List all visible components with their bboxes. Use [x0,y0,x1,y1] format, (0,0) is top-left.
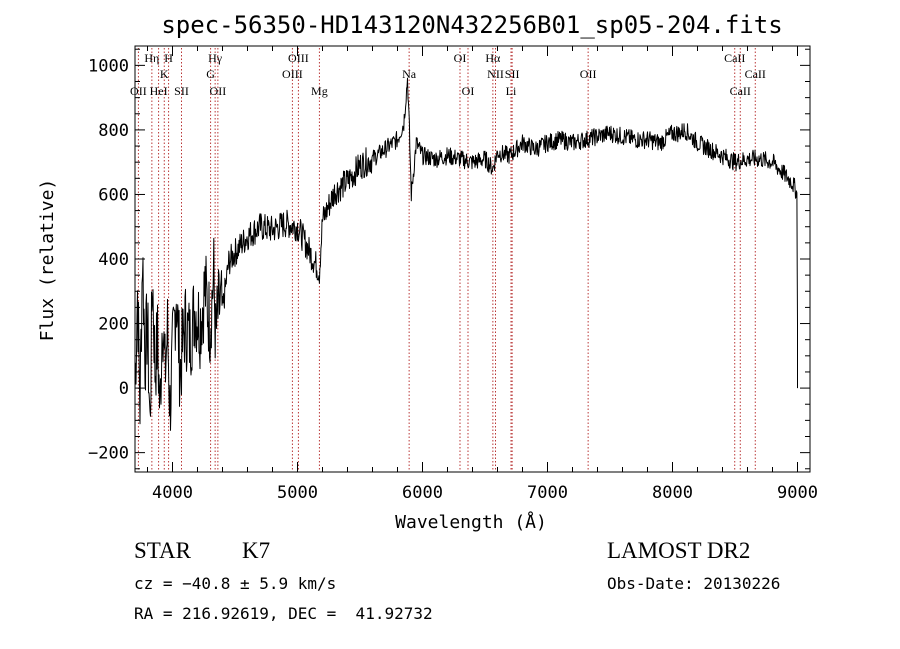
marker-label-1: Hη [144,51,159,65]
marker-label-2: HeI [150,84,168,98]
marker-label-13: OI [454,51,467,65]
y-tick-label-4: 600 [98,185,129,205]
survey-name: LAMOST DR2 [607,538,751,563]
object-class: STAR [134,538,191,563]
marker-label-11: Mg [311,84,328,98]
marker-label-9: OIII [288,51,309,65]
marker-label-0: OII [130,84,147,98]
marker-label-22: CaII [745,67,766,81]
marker-label-12: Na [402,67,417,81]
marker-label-7: G [206,67,215,81]
spectrum-chart: spec-56350-HD143120N432256B01_sp05-204.f… [37,11,818,533]
y-tick-label-6: 1000 [88,56,129,76]
marker-label-14: OI [462,84,475,98]
x-tick-label-4: 8000 [652,483,693,503]
chart-title: spec-56350-HD143120N432256B01_sp05-204.f… [161,11,782,39]
marker-label-4: H [164,51,173,65]
x-axis-label: Wavelength (Å) [395,511,547,533]
marker-label-16: NII [487,67,504,81]
emission-line-markers: OII Hη HeI KH SII Hγ G OII OIII OIII Mg Na OI OI Hα NII… [130,48,766,472]
redshift-text: cz = −40.8 ± 5.9 km/s [134,574,337,593]
marker-label-15: Hα [485,51,501,65]
marker-label-3: K [160,67,169,81]
marker-label-17: SII [505,67,520,81]
x-tick-label-3: 7000 [527,483,568,503]
y-tick-label-1: 0 [119,379,129,399]
marker-label-10: OIII [282,67,303,81]
y-tick-label-0: −200 [88,444,129,464]
x-tick-label-2: 6000 [402,483,443,503]
object-subclass: K7 [242,538,271,563]
marker-label-19: OII [580,67,597,81]
spectrum-line [134,77,798,431]
marker-label-20: CaII [724,51,745,65]
y-tick-label-5: 800 [98,121,129,141]
y-tick-label-2: 200 [98,315,129,335]
marker-label-6: Hγ [208,51,223,65]
y-axis-label: Flux (relative) [37,179,58,342]
obs-date: Obs-Date: 20130226 [607,574,781,593]
marker-label-5: SII [174,84,189,98]
y-tick-label-3: 400 [98,250,129,270]
x-tick-label-0: 4000 [152,483,193,503]
coordinates-text: RA = 216.92619, DEC = 41.92732 [134,604,433,623]
series-layer [134,77,798,431]
marker-label-21: CaII [730,84,751,98]
x-tick-label-1: 5000 [277,483,318,503]
x-tick-label-5: 9000 [777,483,818,503]
marker-label-8: OII [210,84,227,98]
marker-label-18: Li [506,84,517,98]
axis-ticks: 4000 5000 6000 7000 8000 9000 −200 0 200 400 600 80… [88,46,818,503]
